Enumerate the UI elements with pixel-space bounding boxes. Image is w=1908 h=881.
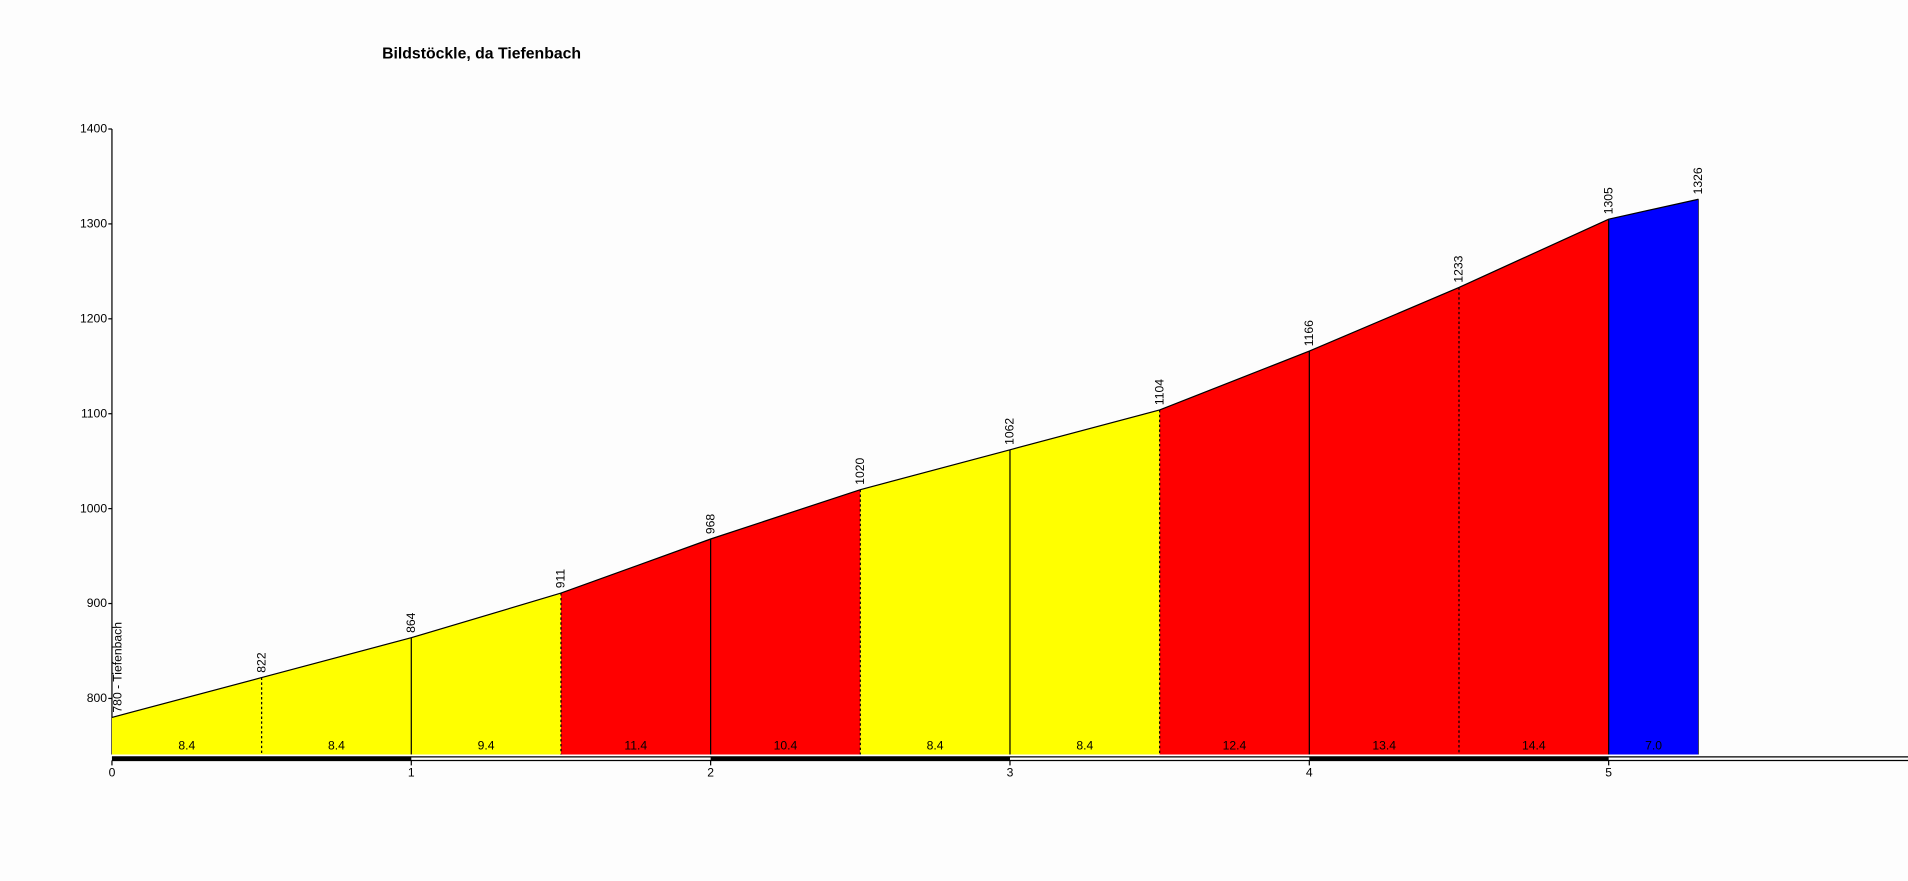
- gradient-label: 7.0: [1645, 739, 1662, 753]
- elevation-label: 864: [404, 612, 418, 633]
- segment: [1159, 351, 1310, 755]
- gradient-label: 9.4: [478, 739, 495, 753]
- segment: [710, 489, 861, 755]
- elevation-label: 1305: [1601, 187, 1615, 214]
- y-tick-label: 900: [87, 596, 108, 610]
- elevation-label: 780 - Tiefenbach: [111, 622, 125, 713]
- gradient-label: 8.4: [328, 739, 345, 753]
- segment: [860, 449, 1010, 755]
- gradient-label: 12.4: [1223, 739, 1247, 753]
- elevation-label: 1020: [853, 457, 867, 484]
- y-tick-label: 1100: [81, 406, 107, 420]
- elevation-label: 1326: [1691, 167, 1705, 194]
- segment: [1309, 287, 1459, 755]
- y-tick-label: 1000: [80, 501, 107, 515]
- profile-line: [111, 198, 1699, 719]
- km-bar: [1309, 756, 1609, 761]
- elevation-label: 968: [703, 514, 717, 535]
- gradient-label: 8.4: [927, 739, 944, 753]
- x-tick-label: 4: [1306, 765, 1313, 779]
- y-tick-label: 800: [87, 691, 108, 705]
- y-tick-label: 1200: [80, 311, 107, 325]
- km-bar: [710, 756, 1010, 761]
- segment: [1458, 219, 1609, 755]
- x-tick-label: 5: [1605, 765, 1612, 779]
- segment: [1608, 199, 1699, 755]
- gradient-label: 14.4: [1522, 739, 1546, 753]
- x-tick-label: 0: [109, 765, 116, 779]
- gradient-label: 10.4: [774, 739, 798, 753]
- y-tick-label: 1300: [80, 217, 107, 231]
- gradient-label: 13.4: [1372, 739, 1396, 753]
- elevation-label: 822: [254, 652, 268, 673]
- segment: [560, 538, 711, 755]
- elevation-label: 1233: [1452, 255, 1466, 282]
- y-tick-label: 1400: [80, 122, 107, 136]
- x-tick-label: 2: [707, 765, 714, 779]
- x-tick-label: 3: [1007, 765, 1014, 779]
- gradient-label: 11.4: [624, 739, 647, 753]
- chart-title: Bildstöckle, da Tiefenbach: [382, 45, 581, 62]
- gradient-label: 8.4: [178, 739, 195, 753]
- gradient-label: 8.4: [1076, 739, 1093, 753]
- elevation-label: 1104: [1152, 379, 1166, 405]
- x-tick-label: 1: [408, 765, 415, 779]
- elevation-label: 1166: [1302, 320, 1316, 346]
- elevation-label: 911: [554, 569, 568, 589]
- segment: [1009, 409, 1160, 755]
- elevation-label: 1062: [1003, 418, 1017, 445]
- segment: [261, 637, 412, 755]
- segment: [111, 677, 262, 755]
- segment: [411, 593, 561, 755]
- km-bar: [111, 756, 412, 761]
